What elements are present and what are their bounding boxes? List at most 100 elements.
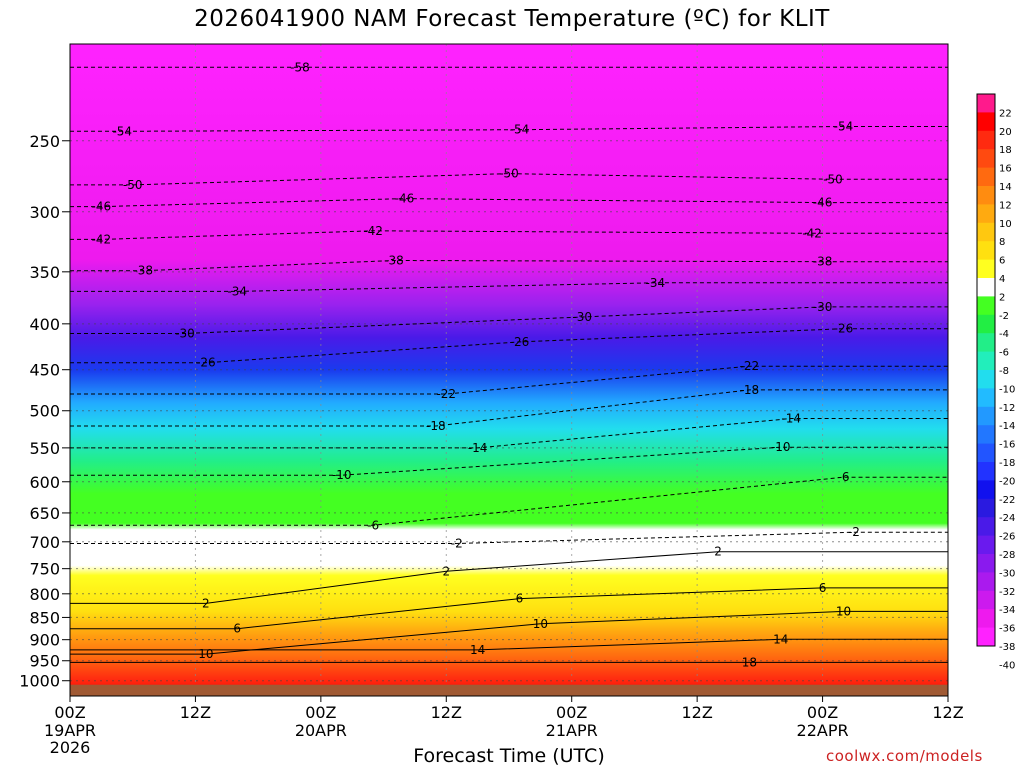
contour-label-text: -54 [112, 124, 132, 138]
contour-label-text: -26 [834, 322, 854, 336]
contour-label-text: 6 [233, 622, 241, 636]
contour-label-text: -22 [436, 387, 456, 401]
contour-label-text: -46 [395, 192, 415, 206]
contour-label: -18 [740, 383, 760, 397]
x-tick-sublabel: 20APR [295, 721, 347, 740]
y-tick-label: 600 [29, 473, 60, 492]
contour-line [70, 198, 948, 208]
colorbar-swatch [977, 627, 995, 647]
contour-label-text: -30 [175, 326, 195, 340]
contour-label-text: -42 [92, 232, 112, 246]
colorbar-swatch [977, 130, 995, 150]
x-tick-label: 12Z [681, 703, 712, 722]
colorbar-swatch [977, 333, 995, 353]
colorbar-tick-label: 18 [999, 145, 1012, 156]
contour-label-text: -2 [848, 525, 860, 539]
contour-label: -42 [92, 232, 112, 246]
colorbar-tick-label: 12 [999, 200, 1012, 211]
contour-label: -26 [196, 356, 216, 370]
contour-label: -46 [395, 192, 415, 206]
contour-label-text: -42 [802, 226, 822, 240]
contour-label: 6 [819, 581, 827, 595]
x-tick-sublabel: 21APR [546, 721, 598, 740]
contour-line [70, 126, 948, 132]
x-tick-label: 00Z [54, 703, 85, 722]
contour-label-text: -54 [834, 119, 854, 133]
contour-label-text: 14 [470, 643, 485, 657]
y-tick-label: 300 [29, 203, 60, 222]
contour-label-text: -42 [363, 224, 383, 238]
colorbar-tick-label: 16 [999, 164, 1012, 175]
contour-label-text: -38 [384, 254, 404, 268]
chart-title: 2026041900 NAM Forecast Temperature (ºC)… [194, 6, 830, 32]
contour-label-text: 6 [516, 592, 524, 606]
ground-surface [70, 684, 948, 696]
contour-line [70, 476, 948, 526]
contour-label-text: -34 [646, 276, 666, 290]
colorbar-swatch [977, 149, 995, 169]
contour-label: -26 [834, 322, 854, 336]
colorbar-tick-label: -6 [999, 348, 1009, 359]
contour-label: 6 [233, 622, 241, 636]
colorbar-tick-label: -14 [999, 421, 1015, 432]
colorbar-tick-label: -28 [999, 550, 1015, 561]
contour-label: 2 [442, 564, 450, 578]
contour-label: -50 [499, 167, 519, 181]
contour-line [70, 282, 948, 292]
colorbar-tick-label: -32 [999, 587, 1015, 598]
colorbar-tick-label: -8 [999, 366, 1009, 377]
y-tick-label: 850 [29, 608, 60, 627]
contour-label: -38 [133, 264, 153, 278]
contour-label-text: -14 [468, 441, 488, 455]
x-tick-label: 12Z [431, 703, 462, 722]
contour-label-text: -6 [837, 470, 849, 484]
contour-label: -34 [646, 276, 666, 290]
colorbar-swatch [977, 112, 995, 132]
y-tick-label: 550 [29, 439, 60, 458]
contour-line [70, 446, 948, 476]
colorbar-tick-label: -12 [999, 403, 1015, 414]
colorbar-swatch [977, 204, 995, 224]
colorbar-swatch [977, 572, 995, 592]
contour-label-text: 6 [819, 581, 827, 595]
y-tick-label: 800 [29, 585, 60, 604]
contour-label-text: -50 [823, 172, 843, 186]
contour-label: -2 [451, 536, 463, 550]
colorbar-swatch [977, 296, 995, 316]
contour-label: -6 [837, 470, 849, 484]
contour-label: 10 [836, 604, 851, 618]
colorbar-tick-label: -34 [999, 605, 1015, 616]
contour-label-text: -46 [813, 196, 833, 210]
contour-label: -50 [123, 178, 143, 192]
colorbar-tick-label: -18 [999, 458, 1015, 469]
y-tick-label: 950 [29, 652, 60, 671]
contour-line [70, 306, 948, 334]
contour-label: -58 [290, 60, 310, 74]
colorbar-tick-label: -36 [999, 624, 1015, 635]
contour-line [70, 173, 948, 186]
colorbar-tick-label: 8 [999, 237, 1005, 248]
y-tick-label: 450 [29, 361, 60, 380]
contour-label: -38 [813, 255, 833, 269]
colorbar-swatch [977, 443, 995, 463]
contour-line [70, 389, 948, 427]
contour-label-text: 2 [202, 596, 210, 610]
colorbar-tick-label: -20 [999, 476, 1015, 487]
colorbar-swatch [977, 278, 995, 297]
contour-label-text: -38 [813, 255, 833, 269]
contour-label: 6 [516, 592, 524, 606]
colorbar-swatch [977, 590, 995, 610]
colorbar-swatch [977, 351, 995, 371]
contour-label-text: 10 [533, 617, 548, 631]
contour-label: -42 [802, 226, 822, 240]
colorbar-tick-label: 20 [999, 127, 1012, 138]
contour-label: 14 [773, 632, 788, 646]
contour-label: -26 [510, 335, 530, 349]
contour-label-text: -18 [426, 419, 446, 433]
y-tick-label: 1000 [19, 672, 60, 691]
colorbar-swatch [977, 314, 995, 334]
contour-label-text: -6 [367, 518, 379, 532]
contour-label: -50 [823, 172, 843, 186]
contour-label: -6 [367, 518, 379, 532]
